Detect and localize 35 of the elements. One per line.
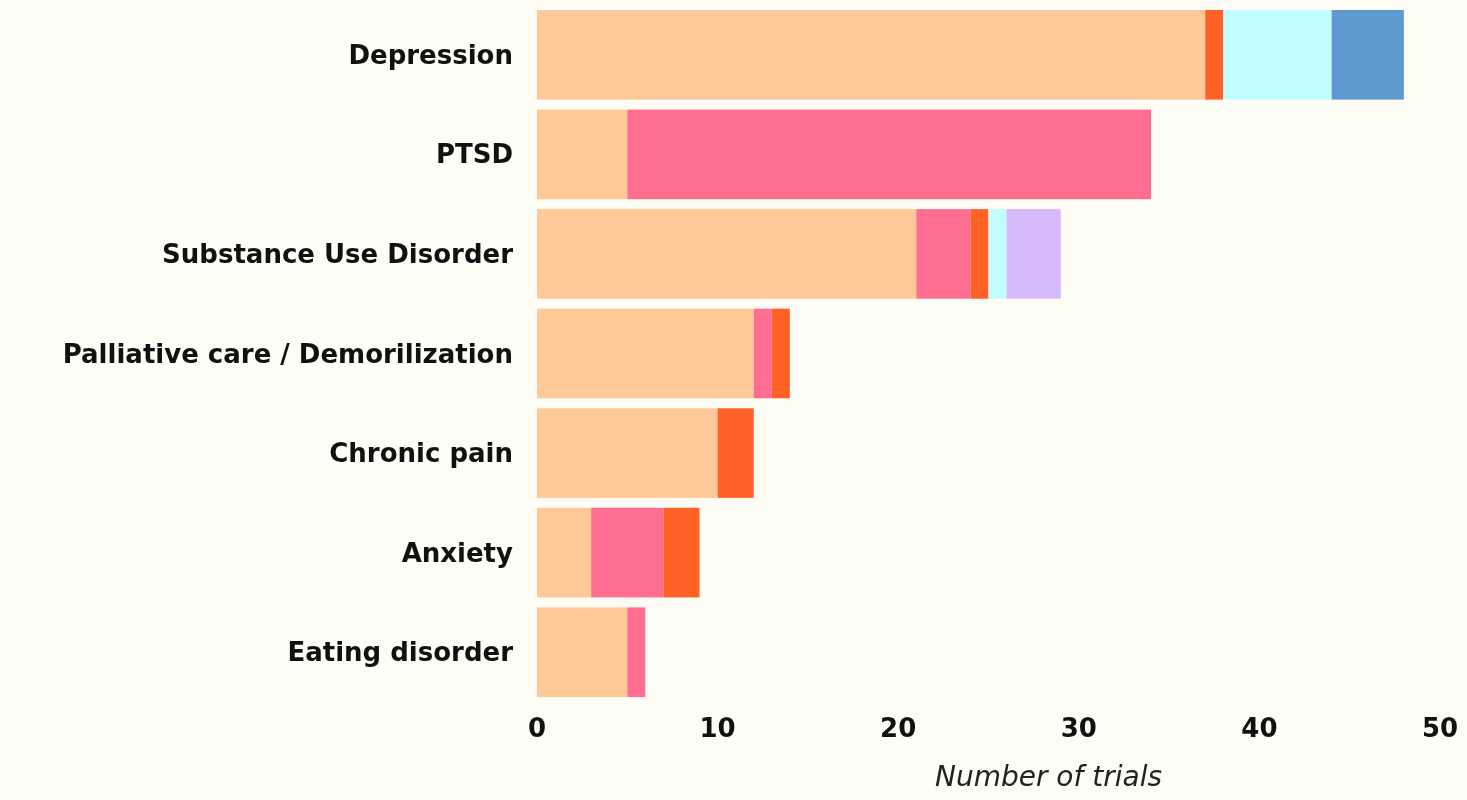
- x-tick-label: 20: [880, 713, 917, 743]
- bar: [916, 209, 971, 299]
- bar: [753, 308, 772, 399]
- x-tick-label: 40: [1241, 713, 1278, 743]
- y-tick-label: Substance Use Disorder: [162, 239, 514, 270]
- bar: [771, 308, 790, 399]
- bar: [717, 408, 754, 498]
- bar: [537, 507, 592, 598]
- bar: [537, 209, 917, 299]
- bar: [537, 10, 1206, 100]
- bar: [627, 109, 1152, 200]
- bar: [970, 209, 989, 299]
- y-tick-label: Depression: [348, 39, 513, 70]
- x-tick-label: 30: [1060, 713, 1097, 743]
- bar: [663, 507, 700, 598]
- bar: [627, 607, 646, 697]
- y-tick-label: Palliative care / Demorilization: [62, 338, 513, 369]
- bar: [1205, 10, 1224, 100]
- bar: [1223, 10, 1332, 100]
- bar: [537, 308, 754, 399]
- bar: [1331, 10, 1404, 100]
- y-tick-label: PTSD: [435, 139, 513, 170]
- y-tick-label: Chronic pain: [329, 438, 513, 469]
- x-axis-title: Number of trials: [934, 760, 1163, 793]
- bar: [591, 507, 664, 598]
- bar: [537, 607, 628, 697]
- x-tick-label: 0: [527, 713, 547, 743]
- x-tick-label: 10: [699, 713, 736, 743]
- y-tick-label: Eating disorder: [287, 637, 514, 668]
- bar: [1006, 209, 1061, 299]
- bar: [537, 408, 718, 498]
- bar: [537, 109, 628, 200]
- bar: [988, 209, 1007, 299]
- y-tick-label: Anxiety: [401, 537, 514, 568]
- x-tick-label: 50: [1421, 713, 1459, 743]
